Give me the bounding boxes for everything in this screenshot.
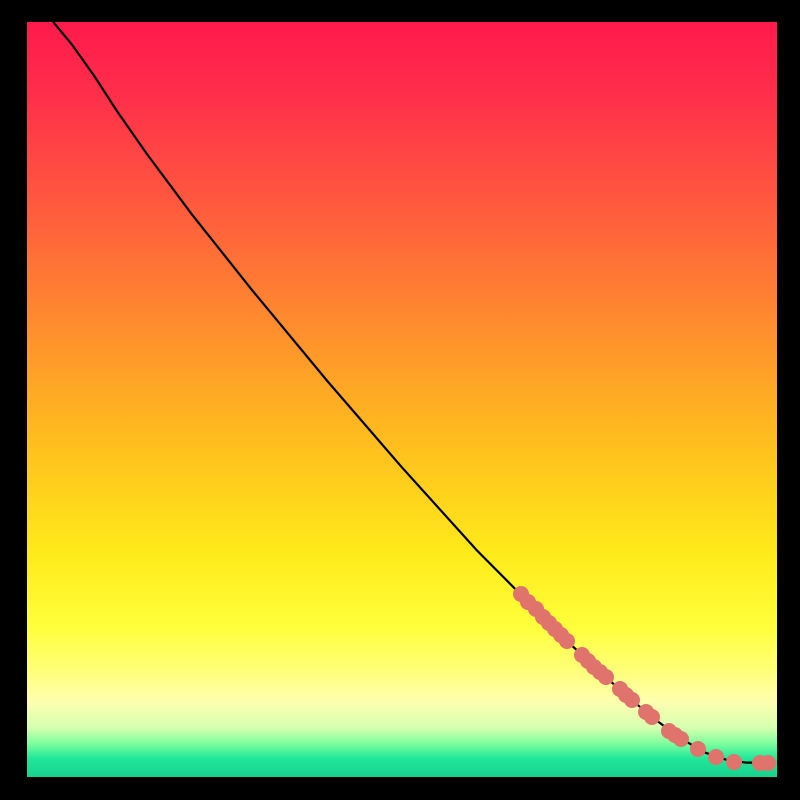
data-point-marker [690, 741, 706, 757]
frame-top [0, 0, 800, 22]
plot-area [27, 22, 777, 777]
data-point-marker [598, 669, 614, 685]
curve-line [53, 22, 766, 763]
data-point-marker [708, 749, 724, 765]
frame-right [777, 0, 800, 800]
data-point-marker [760, 755, 776, 771]
frame-left [0, 0, 27, 800]
frame-bottom [0, 777, 800, 800]
data-point-marker [559, 633, 575, 649]
data-point-marker [644, 709, 660, 725]
data-point-marker [726, 754, 742, 770]
data-point-marker [624, 692, 640, 708]
data-point-marker [673, 731, 689, 747]
curve-layer [27, 22, 777, 777]
